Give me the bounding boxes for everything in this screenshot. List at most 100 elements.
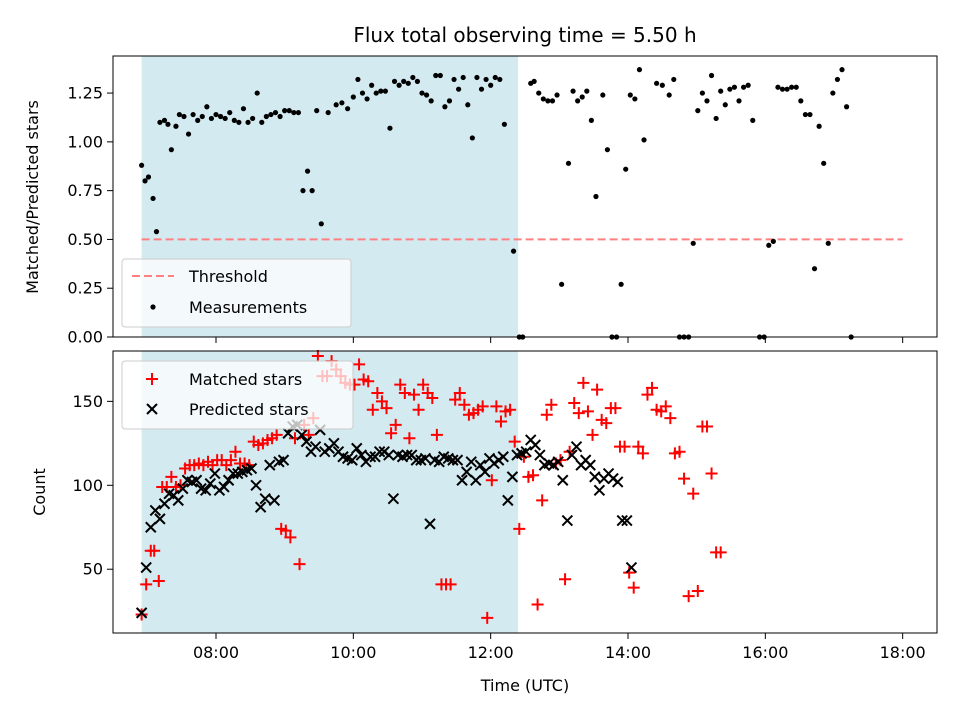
- measurement-point: [671, 76, 677, 83]
- predicted-star-point: [419, 452, 432, 465]
- predicted-star-point: [222, 474, 235, 486]
- measurement-point: [173, 123, 179, 129]
- measurement-point: [492, 74, 498, 81]
- measurement-point: [227, 109, 233, 116]
- measurement-point: [618, 281, 624, 287]
- predicted-star-point: [593, 484, 606, 497]
- predicted-star-point: [135, 607, 148, 619]
- predicted-star-point: [149, 504, 162, 517]
- x-tick-label: 16:00: [742, 643, 788, 662]
- measurement-point: [779, 86, 786, 92]
- matched-star-point: [412, 403, 425, 416]
- predicted-star-point: [479, 466, 491, 478]
- matched-star-point: [591, 383, 604, 396]
- legend-threshold-label: Threshold: [188, 267, 268, 286]
- measurement-point: [291, 109, 297, 116]
- matched-star-point: [362, 375, 375, 388]
- measurement-point: [839, 67, 845, 73]
- predicted-star-point: [259, 493, 271, 505]
- matched-star-point: [385, 427, 398, 440]
- measurement-point: [150, 195, 156, 202]
- measurement-point: [807, 111, 813, 118]
- y-tick-label: 0.25: [67, 279, 103, 298]
- matched-star-point: [398, 386, 411, 399]
- measurement-point: [483, 76, 489, 83]
- measurement-point: [325, 109, 331, 116]
- predicted-star-point: [209, 467, 221, 480]
- y-tick-label: 100: [72, 476, 103, 495]
- measurement-point: [168, 147, 174, 153]
- measurement-point: [830, 90, 836, 96]
- measurement-point: [318, 221, 324, 227]
- matched-star-point: [572, 407, 585, 420]
- measurement-point: [263, 113, 269, 120]
- measurement-point: [740, 84, 747, 90]
- measurement-point: [153, 229, 160, 235]
- predicted-star-point: [383, 449, 395, 461]
- matched-star-point: [646, 381, 659, 394]
- measurement-point: [181, 113, 187, 120]
- matched-star-point: [444, 578, 457, 591]
- predicted-star-point: [373, 446, 386, 458]
- measurement-point: [286, 108, 292, 114]
- legend-predicted-swatch: [146, 403, 158, 415]
- matched-star-point: [600, 417, 613, 430]
- ratio-panel: Flux total observing time = 5.50 h 0.000…: [23, 23, 938, 347]
- predicted-star-point: [534, 449, 546, 461]
- predicted-star-point: [529, 439, 542, 451]
- measurement-point: [190, 111, 196, 118]
- measurement-point: [277, 113, 283, 120]
- y-tick-label: 0.75: [67, 181, 103, 200]
- ratio-plot-frame: [112, 55, 938, 338]
- measurement-point: [488, 82, 494, 88]
- measurement-point: [309, 188, 315, 194]
- count-y-axis: 50 100 150: [72, 392, 113, 579]
- measurement-point: [554, 92, 560, 98]
- predicted-star-point: [351, 442, 363, 455]
- measurement-point: [811, 266, 818, 272]
- matched-star-point: [380, 402, 393, 415]
- measurement-point: [666, 92, 672, 98]
- count-legend: Matched stars Predicted stars: [121, 360, 354, 430]
- ratio-legend: Threshold Measurements: [121, 258, 352, 328]
- measurement-point: [536, 90, 542, 96]
- predicted-star-point: [346, 454, 358, 466]
- measurement-point: [350, 94, 356, 100]
- predicted-star-point: [451, 454, 464, 466]
- measurement-point: [369, 82, 375, 88]
- matched-star-point: [682, 590, 695, 603]
- measurement-point: [474, 74, 480, 81]
- measurement-point: [410, 74, 416, 81]
- predicted-star-point: [502, 494, 514, 507]
- measurement-point: [364, 96, 370, 102]
- y-tick-label: 0.50: [67, 230, 103, 249]
- matched-star-point: [449, 393, 462, 406]
- measurement-point: [423, 92, 430, 98]
- matched-star-point: [224, 454, 237, 467]
- matched-star-point: [513, 522, 526, 535]
- matched-star-point: [389, 418, 402, 431]
- measurement-point: [217, 113, 224, 120]
- predicted-star-point: [254, 501, 267, 513]
- predicted-star-point: [140, 561, 152, 574]
- matched-star-point: [609, 402, 622, 415]
- matched-star-point: [229, 445, 242, 458]
- matched-star-point: [581, 405, 594, 418]
- predicted-star-point: [557, 474, 569, 486]
- measurement-point: [469, 135, 475, 141]
- measurement-point: [510, 248, 517, 254]
- measurement-point: [641, 137, 647, 143]
- matched-star-point: [531, 598, 544, 611]
- y-tick-label: 150: [72, 392, 103, 411]
- x-axis-label: Time (UTC): [480, 676, 569, 695]
- legend-matched-swatch: [146, 373, 158, 385]
- matched-star-point: [279, 524, 292, 537]
- predicted-star-point: [460, 466, 473, 478]
- measurement-point: [549, 98, 556, 104]
- matched-star-point: [705, 467, 718, 480]
- x-tick-label: 18:00: [880, 643, 926, 662]
- matched-star-point: [536, 494, 549, 507]
- measurement-point: [139, 162, 145, 168]
- measurement-point: [157, 119, 163, 125]
- matched-star-point: [508, 435, 521, 448]
